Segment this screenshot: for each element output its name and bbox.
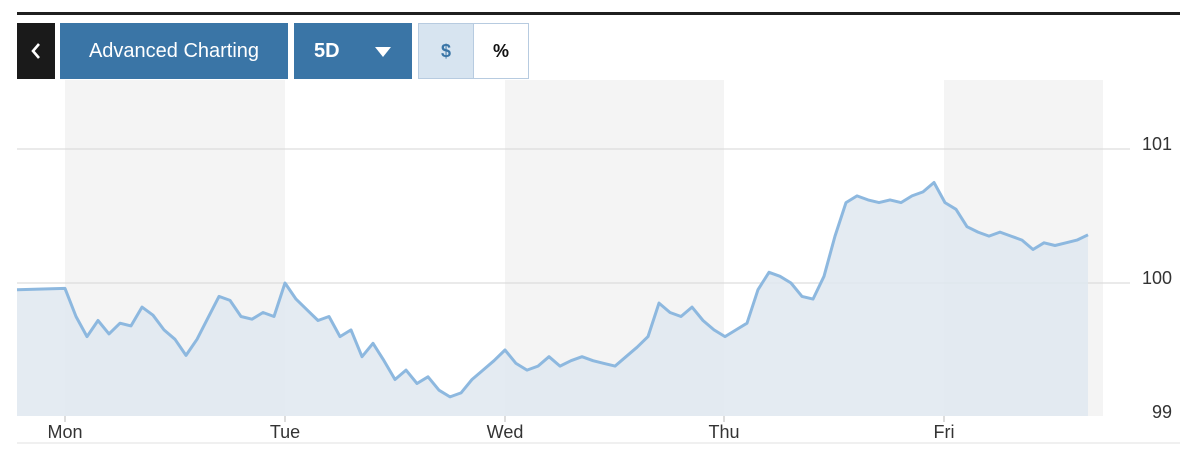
x-tick-label: Fri bbox=[934, 422, 955, 442]
x-tick-label: Tue bbox=[270, 422, 300, 442]
percent-mode-button[interactable]: % bbox=[473, 24, 528, 78]
chart-toolbar: Advanced Charting 5D $ % bbox=[17, 23, 529, 79]
y-tick-label: 100 bbox=[1142, 268, 1172, 288]
mode-toggle: $ % bbox=[418, 23, 529, 79]
y-tick-label: 101 bbox=[1142, 134, 1172, 154]
x-axis: Mon Tue Wed Thu Fri bbox=[47, 416, 955, 442]
back-button[interactable] bbox=[17, 23, 55, 79]
advanced-charting-button[interactable]: Advanced Charting bbox=[60, 23, 288, 79]
range-dropdown[interactable]: 5D bbox=[294, 23, 412, 79]
x-tick-label: Wed bbox=[487, 422, 524, 442]
currency-mode-button[interactable]: $ bbox=[419, 24, 473, 78]
price-line bbox=[16, 181, 1089, 399]
x-tick-label: Mon bbox=[47, 422, 82, 442]
y-axis: 101 100 99 bbox=[1142, 134, 1172, 422]
caret-down-icon bbox=[375, 47, 391, 57]
x-tick-label: Thu bbox=[708, 422, 739, 442]
top-rule bbox=[17, 12, 1180, 15]
currency-mode-label: $ bbox=[440, 40, 451, 61]
range-label: 5D bbox=[314, 39, 340, 62]
y-tick-label: 99 bbox=[1152, 402, 1172, 422]
percent-mode-label: % bbox=[492, 40, 509, 61]
price-area bbox=[17, 182, 1088, 416]
chevron-left-icon bbox=[31, 43, 40, 59]
advanced-charting-label: Advanced Charting bbox=[88, 39, 260, 62]
